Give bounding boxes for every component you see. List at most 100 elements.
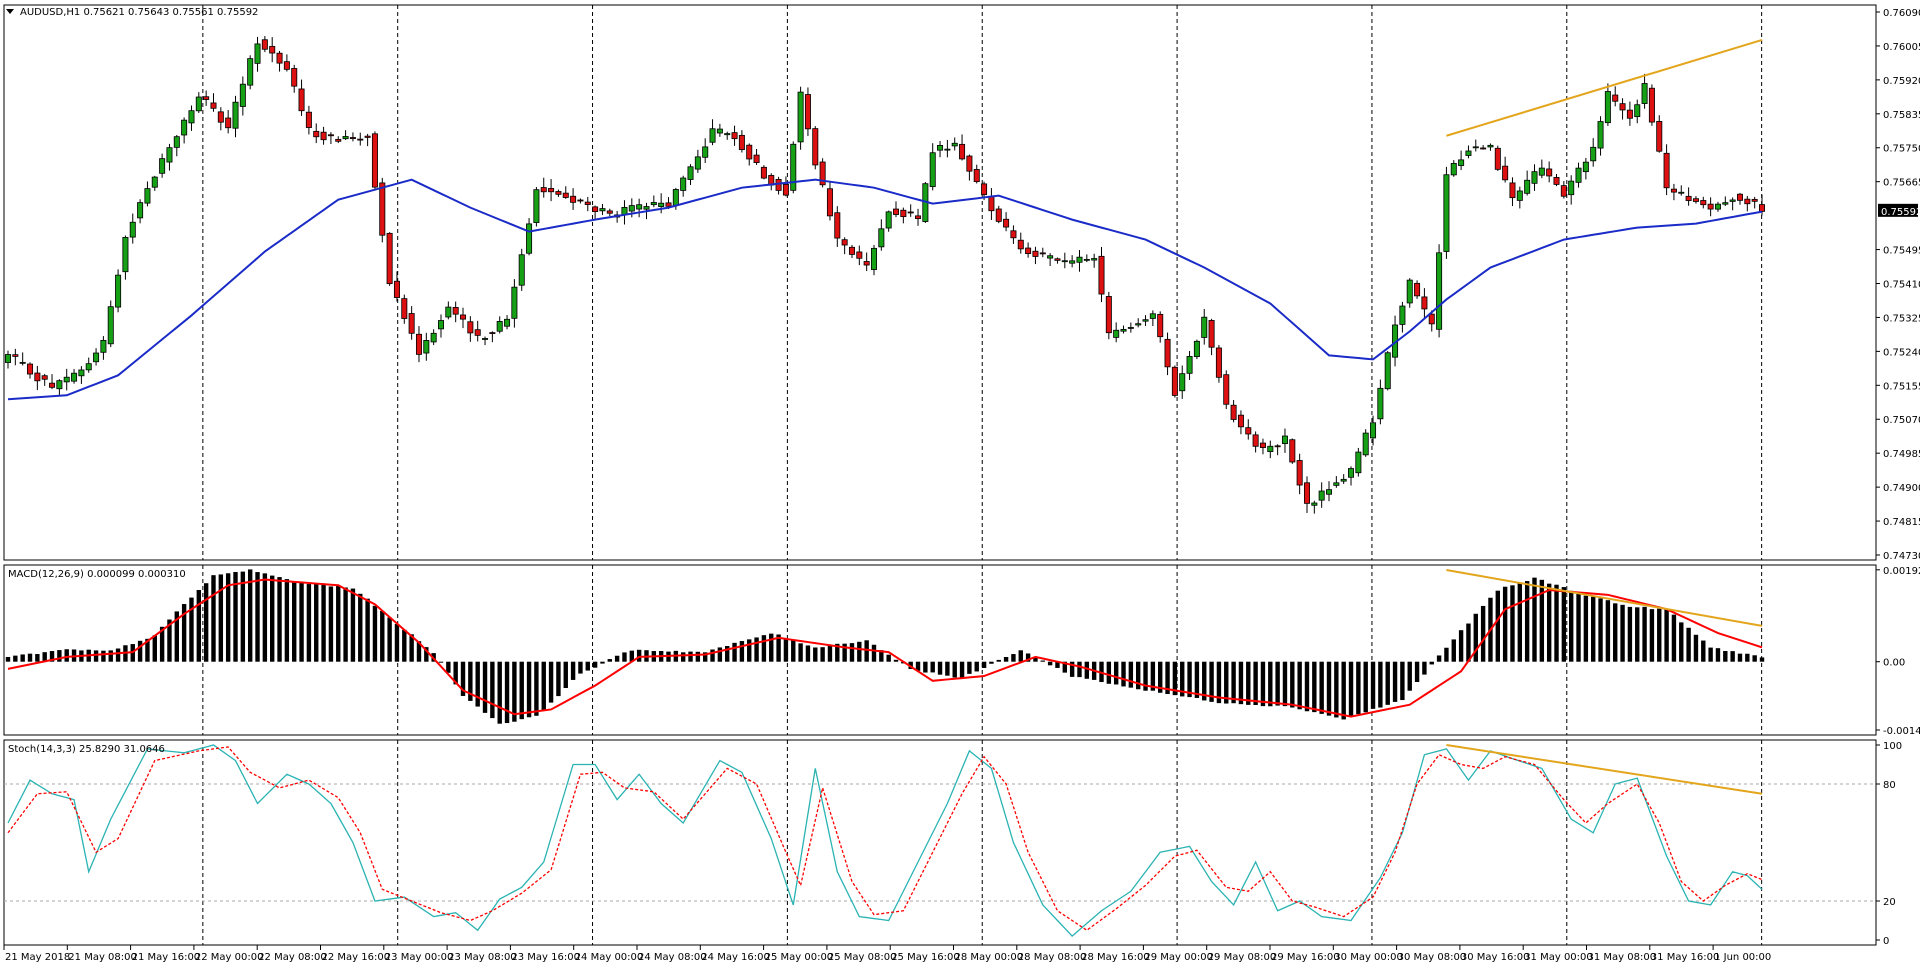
candle [1377,379,1384,425]
candle [1480,145,1487,150]
candle [1736,192,1743,205]
candle [973,164,980,184]
candle-body [1252,434,1259,447]
candle-body [5,354,11,363]
candle [1700,196,1707,209]
macd-bar [1737,653,1743,662]
candle-body [415,333,422,355]
x-tick-label: 23 May 00:00 [385,952,454,963]
candle [694,149,701,173]
candle-body [1259,442,1266,448]
candle [797,86,804,150]
macd-bar [1473,613,1478,662]
stoch-trendline[interactable] [1446,744,1763,795]
main-panel-frame [3,4,1877,561]
candle [12,348,19,366]
x-tick-label: 30 May 16:00 [1461,952,1530,963]
candle-body [423,340,430,354]
candle [841,237,848,255]
macd-bar [937,661,943,675]
candle [1707,197,1714,217]
macd-bar [101,650,106,662]
macd-bar [636,649,642,662]
candle [305,105,312,135]
candle-body [93,352,100,363]
macd-bar [915,661,921,671]
candle [1091,253,1098,268]
candle [570,188,577,210]
candle [56,379,63,397]
macd-bar [1591,596,1596,662]
macd-bar [739,641,745,662]
macd-bar [1033,657,1038,662]
macd-bar [725,646,730,662]
macd-bar [827,645,833,662]
candle-body [1421,296,1428,310]
candle [775,176,782,195]
candle-body [628,205,635,212]
macd-bar [967,661,972,674]
candle-body [19,361,26,364]
candle-body [1223,374,1230,405]
candle-body [760,166,767,179]
macd-bar [1686,627,1691,662]
macd-bar [394,624,400,662]
macd-trendline[interactable] [1446,569,1763,627]
candle [254,36,261,72]
candle [1421,288,1428,318]
macd-bar [1708,647,1713,662]
candle-body [261,39,268,50]
stoch-tick-label: 20 [1883,897,1896,908]
candle [812,126,819,170]
macd-bar [203,583,209,662]
macd-bar [1510,585,1515,662]
candle [1333,476,1340,488]
macd-bar [1194,661,1200,698]
macd-tick-label: 0.00 [1883,658,1905,669]
candle [386,232,393,286]
candle [907,204,914,217]
candle-body [981,183,988,196]
candle [1025,242,1032,258]
candle-body [401,298,408,319]
candle [1458,150,1465,171]
macd-bar [42,652,47,662]
candle [995,205,1002,224]
candle-body [570,195,577,203]
candle [1149,310,1156,327]
candle [41,373,48,386]
candle-body [959,143,966,160]
candle [1450,160,1457,177]
trendlines[interactable] [1446,38,1763,795]
candle-body [1127,327,1134,329]
candle [804,87,811,136]
macd-bar [247,569,253,662]
candle-body [1538,167,1545,176]
candle-body [1516,190,1523,201]
candle-body [276,52,283,64]
candle-body [724,133,731,136]
candle-body [1098,255,1105,295]
chart-menu-triangle-icon[interactable] [6,9,14,14]
candle-body [1318,490,1325,501]
candle [856,245,863,266]
candle-body [1736,193,1743,201]
x-tick-label: 30 May 00:00 [1334,952,1403,963]
candle-body [1113,329,1120,338]
price-trendline[interactable] [1446,38,1763,137]
macd-bar [189,597,194,662]
candle-body [327,134,334,137]
stoch-tick-label: 0 [1883,936,1889,947]
candle-body [12,354,19,357]
candle-body [907,211,914,214]
candle [283,54,290,72]
candle-body [797,91,804,143]
stoch-signal-line [7,746,1763,932]
x-tick-label: 25 May 16:00 [891,952,960,963]
candle-body [137,202,144,219]
candle [100,336,107,360]
